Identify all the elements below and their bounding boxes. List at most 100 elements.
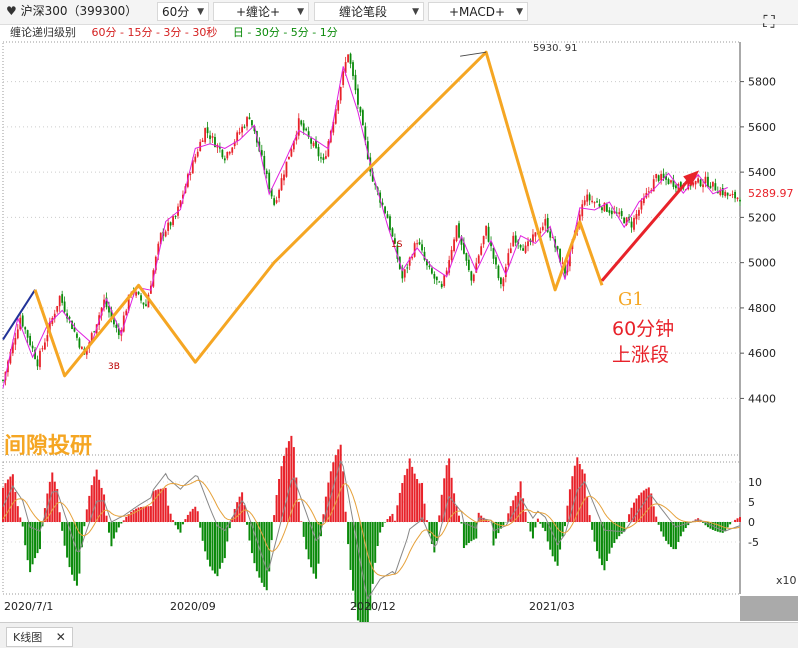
candle-body xyxy=(138,292,140,294)
candle-body xyxy=(737,198,739,199)
macd-bar xyxy=(648,487,650,522)
candle-body xyxy=(357,89,359,105)
macd-bar xyxy=(406,469,408,522)
macd-bar xyxy=(618,522,620,536)
macd-bar xyxy=(727,522,729,527)
macd-bar xyxy=(187,515,189,522)
macd-bar xyxy=(162,488,164,522)
macd-bar xyxy=(345,512,347,522)
macd-bar xyxy=(108,522,110,533)
candle-body xyxy=(591,201,593,202)
last-price: 5289.97 xyxy=(748,187,794,200)
macd-bar xyxy=(246,522,248,525)
macd-bar xyxy=(372,522,374,584)
macd-bar xyxy=(54,482,56,522)
candle-body xyxy=(69,317,71,319)
macd-bar xyxy=(384,522,386,523)
candle-body xyxy=(510,248,512,253)
macd-bar xyxy=(71,522,73,575)
macd-bar xyxy=(493,522,495,545)
tab-kline[interactable]: K线图 ✕ xyxy=(6,627,73,647)
macd-bar xyxy=(315,522,317,579)
macd-bar xyxy=(350,522,352,570)
candle-body xyxy=(638,210,640,216)
candle-body xyxy=(480,246,482,255)
macd-bar xyxy=(542,522,544,528)
macd-bar xyxy=(17,506,19,522)
candle-body xyxy=(355,75,357,90)
candle-body xyxy=(229,152,231,154)
candle-body xyxy=(352,62,354,76)
macd-bar xyxy=(266,522,268,590)
macd-bar xyxy=(248,522,250,541)
candle-body xyxy=(318,147,320,156)
macd-bar xyxy=(199,522,201,528)
macd-bar xyxy=(24,522,26,545)
macd-bar xyxy=(460,522,462,524)
macd-bar xyxy=(120,522,122,523)
macd-bar xyxy=(719,522,721,532)
macd-bar xyxy=(59,512,61,522)
macd-bar xyxy=(379,522,381,533)
macd-bar xyxy=(123,520,125,522)
candle-body xyxy=(231,148,233,153)
candle-body xyxy=(145,304,147,306)
macd-bar xyxy=(106,516,108,522)
candle-body xyxy=(734,192,736,198)
macd-bar xyxy=(88,496,90,522)
candle-body xyxy=(498,266,500,278)
macd-bar xyxy=(207,522,209,560)
macd-bar xyxy=(51,472,53,522)
macd-bar xyxy=(152,491,154,522)
macd-bar xyxy=(61,522,63,531)
candle-body xyxy=(22,315,24,326)
macd-bar xyxy=(118,522,120,527)
macd-bar xyxy=(337,449,339,522)
g1-label: G1 xyxy=(618,289,644,310)
y-tick-label: 5200 xyxy=(748,211,776,224)
candle-body xyxy=(633,218,635,230)
candle-body xyxy=(441,284,443,287)
y-tick-label: 5000 xyxy=(748,257,776,270)
macd-bar xyxy=(204,522,206,551)
macd-bar xyxy=(182,522,184,524)
candle-body xyxy=(641,201,643,210)
bottom-tabbar: K线图 ✕ xyxy=(0,622,798,648)
candle-body xyxy=(32,346,34,349)
macd-bar xyxy=(147,506,149,522)
macd-bar xyxy=(73,522,75,581)
candle-body xyxy=(502,279,504,287)
macd-bar xyxy=(369,522,371,610)
macd-bar xyxy=(66,522,68,558)
candle-body xyxy=(56,306,58,312)
macd-bar xyxy=(177,522,179,529)
macd-bar xyxy=(433,522,435,552)
macd-bar xyxy=(419,483,421,522)
macd-bar xyxy=(635,498,637,522)
macd-bar xyxy=(285,448,287,522)
macd-bar xyxy=(335,455,337,522)
candle-body xyxy=(170,222,172,225)
close-icon[interactable]: ✕ xyxy=(56,630,66,644)
macd-bar xyxy=(682,522,684,532)
candle-body xyxy=(276,200,278,203)
macd-bar xyxy=(672,522,674,549)
macd-bar xyxy=(594,522,596,542)
macd-bar xyxy=(239,497,241,522)
macd-bar xyxy=(298,502,300,522)
candle-body xyxy=(212,136,214,138)
candle-body xyxy=(320,157,322,158)
x-tick-label: 2020/7/1 xyxy=(4,600,53,613)
candle-body xyxy=(453,239,455,251)
candle-body xyxy=(194,157,196,162)
candle-body xyxy=(584,200,586,204)
macd-bar xyxy=(663,522,665,537)
candle-body xyxy=(298,118,300,135)
candle-body xyxy=(39,351,41,367)
macd-bar xyxy=(197,511,199,522)
macd-bar xyxy=(86,509,88,522)
macd-bar xyxy=(668,522,670,544)
macd-bar xyxy=(224,522,226,558)
candle-body xyxy=(705,177,707,184)
